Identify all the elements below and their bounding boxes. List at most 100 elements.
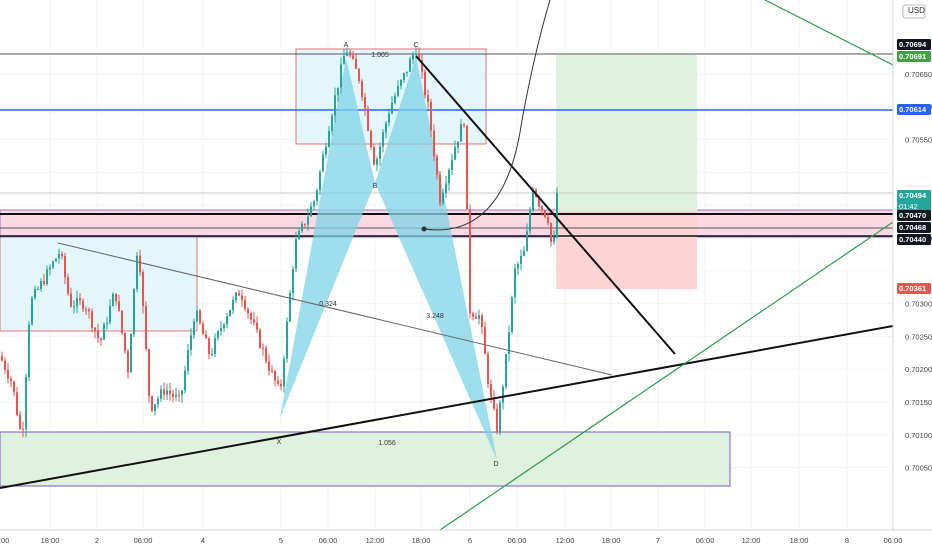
- candle-down: [172, 393, 174, 397]
- candle-down: [10, 378, 12, 382]
- candle-down: [82, 300, 84, 310]
- candle-down: [163, 389, 165, 395]
- candle-up: [313, 201, 315, 207]
- candle-up: [334, 95, 336, 116]
- candle-down: [475, 316, 477, 319]
- candle-down: [64, 256, 66, 278]
- candle-up: [40, 281, 42, 290]
- candle-up: [511, 297, 513, 333]
- candle-down: [256, 322, 258, 330]
- pattern-point-x: X: [277, 439, 282, 446]
- candle-up: [112, 293, 114, 307]
- candle-up: [76, 298, 78, 307]
- candle-up: [502, 386, 504, 403]
- pattern-ratio: 3.248: [426, 313, 444, 320]
- x-tick-label: 12:00: [742, 536, 761, 545]
- candle-up: [517, 264, 519, 269]
- candle-up: [166, 390, 168, 395]
- zone-bottom-demand: [0, 431, 731, 487]
- candle-down: [19, 414, 21, 429]
- candle-up: [31, 298, 33, 325]
- candle-down: [121, 310, 123, 333]
- candle-up: [28, 324, 30, 377]
- harmonic-xab: [280, 58, 375, 418]
- candle-up: [331, 115, 333, 131]
- y-tick-label: 0.70250: [905, 332, 932, 341]
- candle-down: [349, 52, 351, 56]
- candle-down: [352, 55, 354, 59]
- price-label: 0.70494: [899, 191, 927, 200]
- candle-down: [370, 130, 372, 148]
- pattern-point-b: B: [373, 183, 378, 190]
- candle-up: [346, 52, 348, 56]
- zone-left-box: [0, 225, 198, 332]
- candle-down: [250, 313, 252, 320]
- x-tick-label: 18:00: [602, 536, 621, 545]
- candle-up: [34, 289, 36, 299]
- candle-down: [118, 301, 120, 311]
- candle-down: [496, 408, 498, 433]
- candle-up: [52, 261, 54, 268]
- candle-down: [274, 370, 276, 381]
- candle-up: [214, 338, 216, 354]
- candle-down: [265, 348, 267, 362]
- candle-up: [298, 231, 300, 240]
- candle-down: [490, 384, 492, 398]
- candle-down: [139, 255, 141, 273]
- candle-up: [337, 87, 339, 96]
- price-label: 0.70361: [899, 284, 926, 293]
- candle-down: [247, 309, 249, 314]
- candle-down: [436, 156, 438, 175]
- candle-down: [463, 124, 465, 126]
- candle-up: [196, 310, 198, 322]
- candle-down: [469, 209, 471, 314]
- price-label-bg: [897, 104, 931, 115]
- candle-down: [358, 68, 360, 82]
- candle-down: [97, 330, 99, 339]
- pattern-labels: X A B C D 1.005 0.324 3.248 1.056: [277, 42, 499, 468]
- candle-up: [295, 239, 297, 269]
- candle-up: [523, 250, 525, 256]
- candle-down: [94, 327, 96, 331]
- price-label-bg: [897, 234, 931, 245]
- candle-down: [481, 315, 483, 328]
- trendline-green-up: [439, 221, 894, 531]
- price-label: 0.70470: [899, 211, 926, 220]
- candle-down: [433, 130, 435, 157]
- candle-up: [37, 289, 39, 291]
- candle-down: [541, 206, 543, 211]
- price-label: 0.70468: [899, 223, 926, 232]
- candle-up: [319, 171, 321, 191]
- candle-up: [529, 210, 531, 232]
- candle-up: [409, 59, 411, 72]
- candle-up: [322, 154, 324, 172]
- candle-up: [316, 190, 318, 202]
- candle-down: [79, 298, 81, 301]
- candle-up: [226, 316, 228, 325]
- candle-down: [439, 174, 441, 204]
- candle-up: [289, 293, 291, 322]
- candle-down: [169, 390, 171, 394]
- candle-up: [415, 53, 417, 55]
- candle-up: [478, 315, 480, 319]
- candle-up: [46, 269, 48, 285]
- pattern-point-c: C: [413, 42, 418, 49]
- candle-down: [124, 332, 126, 352]
- candle-down: [547, 217, 549, 224]
- candle-up: [307, 216, 309, 225]
- candle-down: [424, 71, 426, 96]
- candle-down: [91, 311, 93, 328]
- candle-up: [55, 258, 57, 262]
- currency-label: USD: [908, 6, 925, 15]
- harmonic-bcd: [375, 56, 497, 460]
- candle-down: [280, 383, 282, 387]
- candle-down: [241, 295, 243, 301]
- candle-up: [394, 95, 396, 103]
- price-axis-bg: [893, 0, 932, 550]
- price-label: 0.70614: [899, 105, 927, 114]
- candle-down: [253, 319, 255, 323]
- zone-top-box: [295, 48, 487, 145]
- harmonic-pattern: [280, 56, 497, 460]
